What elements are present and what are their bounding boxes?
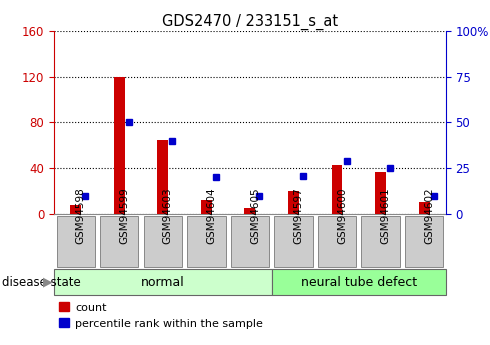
- Text: GSM94600: GSM94600: [337, 188, 347, 244]
- FancyBboxPatch shape: [144, 216, 182, 267]
- FancyBboxPatch shape: [231, 216, 269, 267]
- Text: GSM94598: GSM94598: [75, 188, 86, 245]
- Bar: [245, 208, 255, 214]
- Bar: [288, 191, 299, 214]
- Text: GSM94605: GSM94605: [250, 188, 260, 244]
- Text: disease state: disease state: [2, 276, 81, 289]
- FancyBboxPatch shape: [362, 216, 400, 267]
- FancyBboxPatch shape: [56, 216, 95, 267]
- Bar: [157, 140, 168, 214]
- Text: GSM94602: GSM94602: [424, 188, 434, 244]
- Text: GSM94601: GSM94601: [381, 188, 391, 244]
- Text: GSM94604: GSM94604: [206, 188, 217, 244]
- Bar: [418, 203, 430, 214]
- Text: GSM94597: GSM94597: [294, 188, 303, 245]
- Text: GSM94603: GSM94603: [163, 188, 173, 244]
- FancyBboxPatch shape: [54, 269, 271, 295]
- Bar: [114, 77, 124, 214]
- Text: normal: normal: [141, 276, 185, 288]
- Bar: [201, 200, 212, 214]
- FancyBboxPatch shape: [274, 216, 313, 267]
- Bar: [332, 165, 343, 214]
- Text: ▶: ▶: [43, 276, 52, 289]
- FancyBboxPatch shape: [318, 216, 356, 267]
- FancyBboxPatch shape: [271, 269, 446, 295]
- Text: GSM94599: GSM94599: [119, 188, 129, 245]
- FancyBboxPatch shape: [187, 216, 225, 267]
- FancyBboxPatch shape: [100, 216, 138, 267]
- FancyBboxPatch shape: [405, 216, 443, 267]
- Title: GDS2470 / 233151_s_at: GDS2470 / 233151_s_at: [162, 13, 338, 30]
- Bar: [375, 171, 386, 214]
- Text: neural tube defect: neural tube defect: [301, 276, 417, 288]
- Legend: count, percentile rank within the sample: count, percentile rank within the sample: [59, 302, 263, 329]
- Bar: [70, 205, 81, 214]
